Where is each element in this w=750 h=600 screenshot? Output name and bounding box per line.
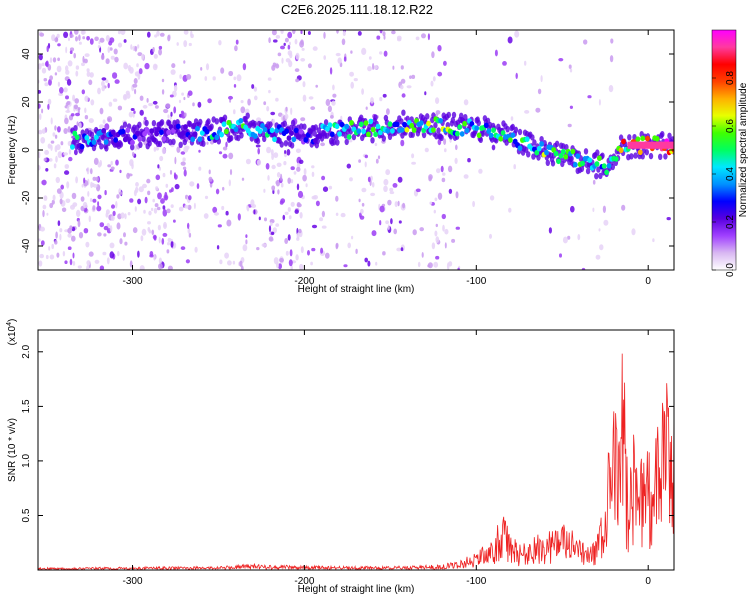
snr-x-tick-label: -200 — [294, 576, 314, 587]
snr-x-tick-label: -300 — [122, 576, 142, 587]
colorbar: 0.0 0.2 0.4 0.6 0.8 Normalized spectral ampl… — [711, 29, 749, 277]
figure-title: C2E6.2025.111.18.12.R22 — [281, 2, 433, 17]
spectrogram-x-tick-label: -300 — [122, 276, 142, 287]
spectrogram-y-tick-label: -40 — [21, 238, 32, 253]
colorbar-tick-label: 0.8 — [725, 71, 736, 85]
snr-y-label: SNR (10 * v/v) — [7, 418, 18, 482]
snr-y-tick-label: 2.0 — [21, 344, 32, 358]
spectrogram-ridge-core — [627, 141, 674, 149]
snr-y-tick-label: 1.5 — [21, 399, 32, 413]
snr-x-label: Height of straight line (km) — [298, 584, 415, 595]
spectrogram-x-tick-label: -100 — [466, 276, 486, 287]
spectrogram-ridge — [70, 109, 674, 180]
colorbar-ticks: 0.0 0.2 0.4 0.6 0.8 — [712, 71, 736, 277]
snr-y-tick-label: 0.5 — [21, 508, 32, 522]
snr-plot-area — [38, 330, 674, 570]
spectrogram-x-tick-label: -200 — [294, 276, 314, 287]
snr-y-ticks: 0.5 1.0 1.5 2.0 — [21, 344, 674, 522]
spectrogram-y-tick-label: -20 — [21, 190, 32, 205]
snr-x-tick-label: -100 — [466, 576, 486, 587]
snr-series-line — [38, 353, 674, 570]
snr-x-ticks: -300 -200 -100 0 — [122, 330, 651, 587]
snr-panel: -300 -200 -100 0 0.5 1.0 1.5 2.0 Height of str… — [6, 319, 675, 595]
spectrogram-x-tick-label: 0 — [645, 276, 651, 287]
spectrogram-y-tick-label: 40 — [21, 48, 32, 60]
spectrogram-x-ticks: -300 -200 -100 0 — [122, 30, 651, 287]
spectrogram-y-ticks: -40 -20 0 20 40 — [21, 48, 674, 253]
colorbar-tick-label: 0.2 — [725, 215, 736, 229]
spectrogram-x-label: Height of straight line (km) — [298, 284, 415, 295]
spectrogram-y-tick-label: 0 — [21, 147, 32, 153]
spectrogram-y-label: Frequency (Hz) — [7, 116, 18, 185]
snr-frame — [37, 329, 675, 571]
colorbar-tick-label: 0.4 — [725, 167, 736, 181]
snr-x-tick-label: 0 — [645, 576, 651, 587]
spectrogram-y-tick-label: 20 — [21, 96, 32, 108]
snr-y-multiplier: (x104) — [6, 319, 18, 346]
colorbar-scale — [711, 29, 737, 271]
snr-y-tick-label: 1.0 — [21, 454, 32, 468]
colorbar-label: Normalized spectral amplitude — [738, 82, 749, 217]
colorbar-tick-label: 0.6 — [725, 119, 736, 133]
spectrogram-plot-area — [38, 30, 674, 270]
colorbar-tick-label: 0.0 — [725, 263, 736, 277]
